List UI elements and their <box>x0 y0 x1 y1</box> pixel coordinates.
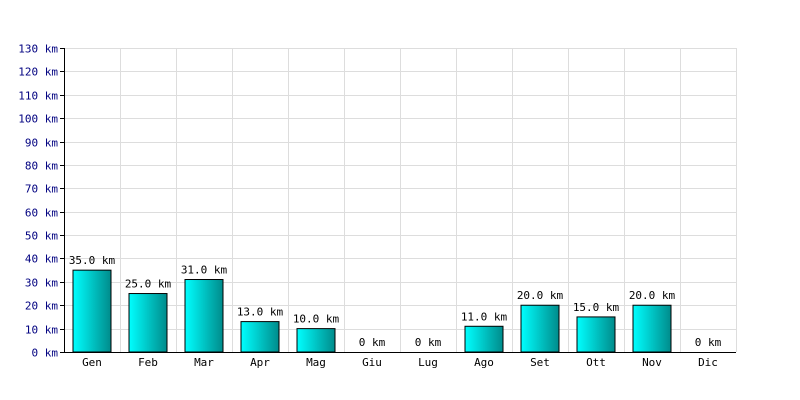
x-tick-label: Nov <box>642 356 662 369</box>
bar-value-label: 31.0 km <box>181 264 228 277</box>
bar-value-label: 35.0 km <box>69 254 116 267</box>
x-tick-label: Ott <box>586 356 606 369</box>
grid <box>64 48 737 352</box>
bar <box>240 321 280 353</box>
bar-value-label: 11.0 km <box>461 310 508 323</box>
bar <box>184 279 224 353</box>
y-tick-label: 30 km <box>25 277 58 290</box>
y-tick-label: 60 km <box>25 207 58 220</box>
axes <box>60 48 736 353</box>
y-tick-label: 20 km <box>25 300 58 313</box>
x-tick-label: Lug <box>418 356 438 369</box>
x-tick-label: Set <box>530 356 550 369</box>
bar-value-label: 0 km <box>359 336 386 349</box>
x-tick-label: Dic <box>698 356 718 369</box>
bar-value-label: 20.0 km <box>629 289 676 302</box>
x-tick-label: Mag <box>306 356 326 369</box>
x-tick-label: Ago <box>474 356 494 369</box>
bar-value-label: 0 km <box>415 336 442 349</box>
x-tick-label: Giu <box>362 356 382 369</box>
bars <box>72 269 672 353</box>
x-tick-label: Feb <box>138 356 158 369</box>
y-tick-label: 120 km <box>18 66 58 79</box>
bar-value-label: 10.0 km <box>293 313 340 326</box>
bar <box>576 316 616 353</box>
bar-value-label: 0 km <box>695 336 722 349</box>
bar <box>632 304 672 353</box>
y-tick-label: 10 km <box>25 324 58 337</box>
bar <box>520 304 560 353</box>
bar-value-label: 25.0 km <box>125 278 172 291</box>
y-tick-label: 50 km <box>25 230 58 243</box>
y-tick-label: 130 km <box>18 43 58 56</box>
bar-value-label: 15.0 km <box>573 301 620 314</box>
bar <box>296 328 336 353</box>
bar-value-label: 20.0 km <box>517 289 564 302</box>
y-tick-label: 80 km <box>25 160 58 173</box>
labels: 0 km 10 km 20 km 30 km 40 km 50 km 60 km 70 km 8… <box>18 43 721 370</box>
x-tick-label: Apr <box>250 356 270 369</box>
bar <box>128 293 168 353</box>
bar <box>464 325 504 353</box>
y-tick-label: 110 km <box>18 90 58 103</box>
y-tick-label: 100 km <box>18 113 58 126</box>
y-tick-label: 0 km <box>32 347 59 360</box>
y-tick-label: 40 km <box>25 253 58 266</box>
x-tick-label: Mar <box>194 356 214 369</box>
y-tick-label: 70 km <box>25 183 58 196</box>
bar <box>72 269 112 353</box>
y-tick-label: 90 km <box>25 137 58 150</box>
bar-value-label: 13.0 km <box>237 306 284 319</box>
x-tick-label: Gen <box>82 356 102 369</box>
